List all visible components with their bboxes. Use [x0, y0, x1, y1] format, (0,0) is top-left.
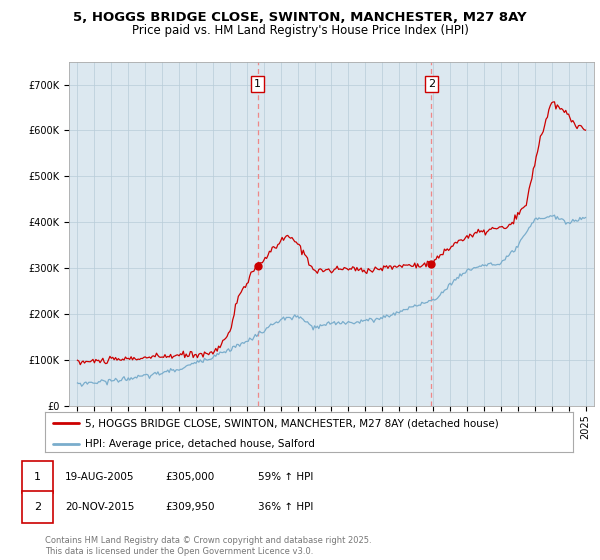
Text: HPI: Average price, detached house, Salford: HPI: Average price, detached house, Salf…: [85, 438, 314, 449]
Text: 2: 2: [428, 79, 435, 89]
Text: £309,950: £309,950: [165, 502, 215, 512]
Text: Price paid vs. HM Land Registry's House Price Index (HPI): Price paid vs. HM Land Registry's House …: [131, 24, 469, 36]
Text: 20-NOV-2015: 20-NOV-2015: [65, 502, 134, 512]
Text: 19-AUG-2005: 19-AUG-2005: [65, 472, 134, 482]
Text: 5, HOGGS BRIDGE CLOSE, SWINTON, MANCHESTER, M27 8AY (detached house): 5, HOGGS BRIDGE CLOSE, SWINTON, MANCHEST…: [85, 418, 499, 428]
Text: 36% ↑ HPI: 36% ↑ HPI: [258, 502, 313, 512]
Text: 1: 1: [34, 472, 41, 482]
Text: £305,000: £305,000: [165, 472, 214, 482]
Text: 5, HOGGS BRIDGE CLOSE, SWINTON, MANCHESTER, M27 8AY: 5, HOGGS BRIDGE CLOSE, SWINTON, MANCHEST…: [73, 11, 527, 24]
Text: 59% ↑ HPI: 59% ↑ HPI: [258, 472, 313, 482]
Text: Contains HM Land Registry data © Crown copyright and database right 2025.
This d: Contains HM Land Registry data © Crown c…: [45, 536, 371, 556]
Text: 2: 2: [34, 502, 41, 512]
Text: 1: 1: [254, 79, 261, 89]
